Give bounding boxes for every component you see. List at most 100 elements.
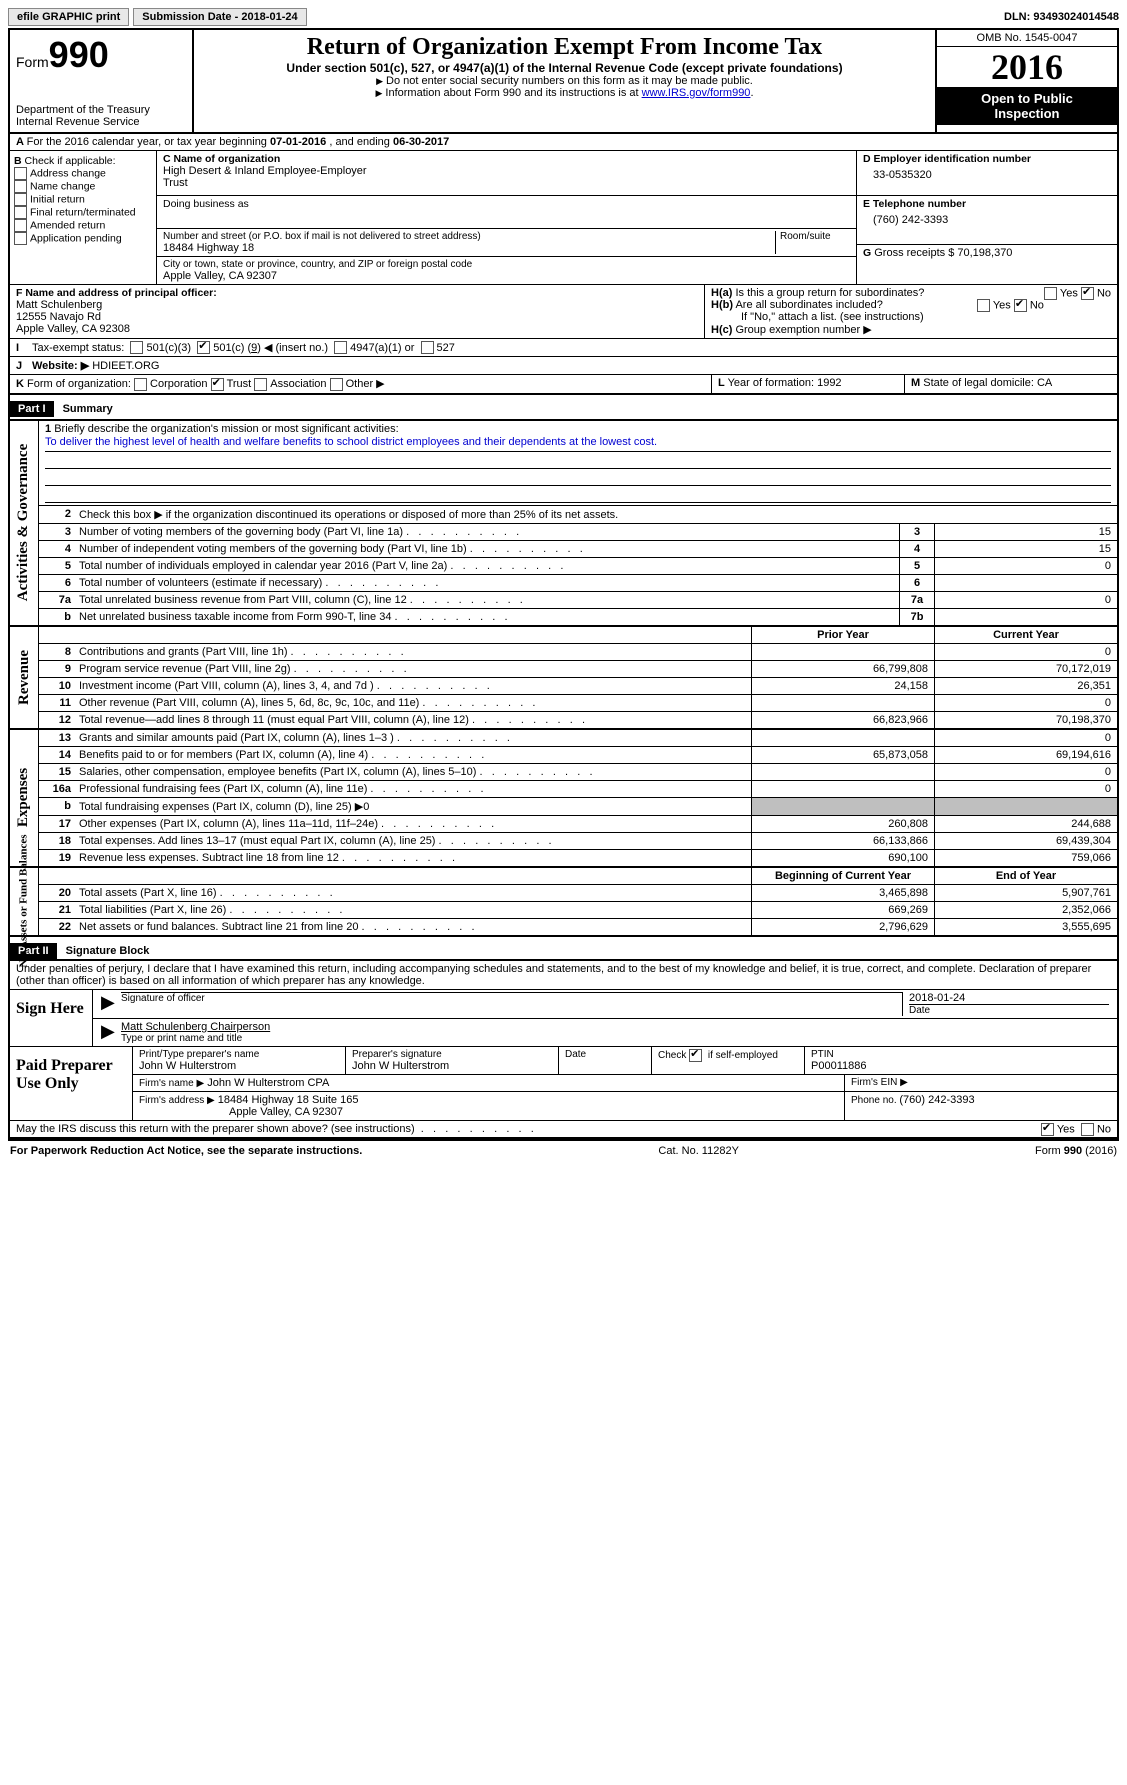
row-num: 5 bbox=[39, 558, 75, 574]
check-address-change[interactable] bbox=[14, 167, 27, 180]
website-value: HDIEET.ORG bbox=[92, 360, 159, 372]
line-j: J Website: ▶ HDIEET.ORG bbox=[10, 357, 1117, 375]
side-gov-label: Activities & Governance bbox=[16, 444, 33, 601]
footer-mid: Cat. No. 11282Y bbox=[658, 1145, 739, 1157]
ty-end: 06-30-2017 bbox=[393, 136, 449, 148]
k-assoc[interactable] bbox=[254, 378, 267, 391]
k-trust[interactable] bbox=[211, 378, 224, 391]
check-pending[interactable] bbox=[14, 232, 27, 245]
efile-button[interactable]: efile GRAPHIC print bbox=[8, 8, 129, 26]
addr-label: Number and street (or P.O. box if mail i… bbox=[163, 231, 771, 242]
room-label: Room/suite bbox=[776, 231, 850, 254]
form-number: Form990 bbox=[16, 34, 186, 76]
row-a-mid: , and ending bbox=[329, 136, 393, 148]
footer-left: For Paperwork Reduction Act Notice, see … bbox=[10, 1145, 362, 1157]
row-box-val: 0 bbox=[934, 592, 1117, 608]
discuss-no-lbl: No bbox=[1097, 1123, 1111, 1135]
form-num: 990 bbox=[49, 34, 109, 75]
open-inspection: Open to Public Inspection bbox=[937, 87, 1117, 125]
net-hdr-cy: End of Year bbox=[934, 868, 1117, 884]
hb-yes[interactable] bbox=[977, 299, 990, 312]
dba-label: Doing business as bbox=[163, 198, 850, 210]
paid-preparer-label: Paid Preparer Use Only bbox=[10, 1047, 133, 1120]
gov-row: 6 Total number of volunteers (estimate i… bbox=[39, 574, 1117, 591]
row-cy: 69,439,304 bbox=[934, 833, 1117, 849]
side-revenue: Revenue bbox=[10, 627, 39, 728]
firm-phone-value: (760) 242-3393 bbox=[899, 1094, 974, 1106]
discuss-text: May the IRS discuss this return with the… bbox=[16, 1123, 415, 1135]
prep-name-label: Print/Type preparer's name bbox=[139, 1049, 339, 1060]
firm-ein-label: Firm's EIN ▶ bbox=[845, 1075, 1117, 1091]
ha-no[interactable] bbox=[1081, 287, 1094, 300]
row-text: Revenue less expenses. Subtract line 18 … bbox=[75, 850, 751, 866]
i-o4: 527 bbox=[437, 342, 455, 354]
k-label: Form of organization: bbox=[27, 378, 131, 390]
line-k: K Form of organization: Corporation Trus… bbox=[10, 375, 712, 393]
k-o4: Other ▶ bbox=[346, 378, 385, 390]
row-num: 13 bbox=[39, 730, 75, 746]
row-a: A For the 2016 calendar year, or tax yea… bbox=[10, 134, 1117, 151]
open-line1: Open to Public bbox=[939, 91, 1115, 106]
i-o1: 501(c)(3) bbox=[146, 342, 191, 354]
self-employed-check[interactable] bbox=[689, 1049, 702, 1062]
row-text: Salaries, other compensation, employee b… bbox=[75, 764, 751, 780]
ein-value: 33-0535320 bbox=[863, 165, 1111, 181]
row-py bbox=[751, 781, 934, 797]
side-net-label: Net Assets or Fund Balances bbox=[18, 835, 30, 968]
row-cy: 69,194,616 bbox=[934, 747, 1117, 763]
check-amended[interactable] bbox=[14, 219, 27, 232]
mission-blank2 bbox=[45, 469, 1111, 486]
row-py: 66,133,866 bbox=[751, 833, 934, 849]
row-cy: 70,172,019 bbox=[934, 661, 1117, 677]
sig-date-label: Date bbox=[909, 1004, 1109, 1016]
row-cy: 3,555,695 bbox=[934, 919, 1117, 935]
row-cy: 0 bbox=[934, 644, 1117, 660]
discuss-no[interactable] bbox=[1081, 1123, 1094, 1136]
line-l: L Year of formation: 1992 bbox=[712, 375, 905, 393]
side-rev-label: Revenue bbox=[16, 650, 33, 705]
hb-no[interactable] bbox=[1014, 299, 1027, 312]
tax-year: 2016 bbox=[937, 47, 1117, 87]
check-final[interactable] bbox=[14, 206, 27, 219]
irs-link[interactable]: www.IRS.gov/form990 bbox=[642, 87, 751, 99]
i-501c[interactable] bbox=[197, 341, 210, 354]
i-527[interactable] bbox=[421, 341, 434, 354]
row-text: Net assets or fund balances. Subtract li… bbox=[75, 919, 751, 935]
sig-name-value: Matt Schulenberg Chairperson bbox=[121, 1021, 1109, 1033]
city-label: City or town, state or province, country… bbox=[163, 259, 850, 270]
i-4947[interactable] bbox=[334, 341, 347, 354]
row-cy: 244,688 bbox=[934, 816, 1117, 832]
self-emp-label: Check bbox=[658, 1050, 689, 1061]
row-text: Professional fundraising fees (Part IX, … bbox=[75, 781, 751, 797]
discuss-yes[interactable] bbox=[1041, 1123, 1054, 1136]
check-name-change[interactable] bbox=[14, 180, 27, 193]
k-other[interactable] bbox=[330, 378, 343, 391]
k-o1: Corporation bbox=[150, 378, 207, 390]
row-py: 66,799,808 bbox=[751, 661, 934, 677]
k-corp[interactable] bbox=[134, 378, 147, 391]
table-row: 15 Salaries, other compensation, employe… bbox=[39, 763, 1117, 780]
k-o3: Association bbox=[270, 378, 326, 390]
footer: For Paperwork Reduction Act Notice, see … bbox=[8, 1141, 1119, 1161]
row-text: Total number of volunteers (estimate if … bbox=[75, 575, 899, 591]
table-row: 9 Program service revenue (Part VIII, li… bbox=[39, 660, 1117, 677]
omb-number: OMB No. 1545-0047 bbox=[937, 30, 1117, 47]
ssn-warning: Do not enter social security numbers on … bbox=[202, 75, 927, 87]
header-row: Form990 Department of the Treasury Inter… bbox=[10, 30, 1117, 134]
row-py: 2,796,629 bbox=[751, 919, 934, 935]
col-b: B Check if applicable: Address change Na… bbox=[10, 151, 157, 284]
ptin-value: P00011886 bbox=[811, 1060, 1111, 1072]
dept-treasury: Department of the Treasury Internal Reve… bbox=[16, 104, 186, 128]
gov-row: 4 Number of independent voting members o… bbox=[39, 540, 1117, 557]
table-row: 10 Investment income (Part VIII, column … bbox=[39, 677, 1117, 694]
part2-header: Part II Signature Block bbox=[10, 937, 1117, 959]
exp-body: 13 Grants and similar amounts paid (Part… bbox=[39, 730, 1117, 866]
discuss-yes-lbl: Yes bbox=[1057, 1123, 1075, 1135]
check-initial[interactable] bbox=[14, 193, 27, 206]
row-num: 3 bbox=[39, 524, 75, 540]
i-501c3[interactable] bbox=[130, 341, 143, 354]
header-mid: Return of Organization Exempt From Incom… bbox=[194, 30, 935, 132]
form-subtitle: Under section 501(c), 527, or 4947(a)(1)… bbox=[202, 61, 927, 75]
ha-yes[interactable] bbox=[1044, 287, 1057, 300]
firm-phone-label: Phone no. bbox=[851, 1095, 899, 1106]
